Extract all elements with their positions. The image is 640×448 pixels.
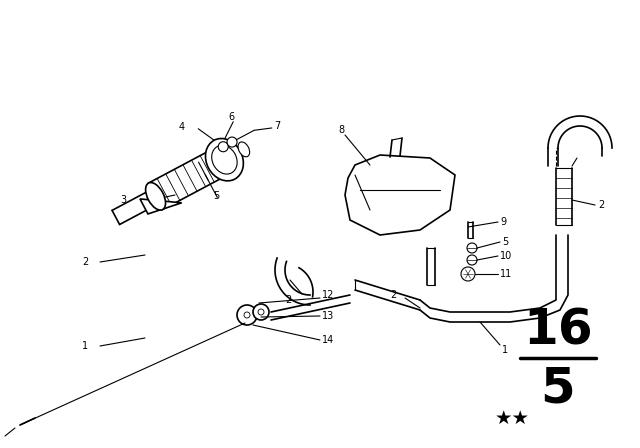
Text: ★★: ★★ bbox=[495, 409, 529, 427]
Ellipse shape bbox=[238, 142, 250, 157]
Text: 5: 5 bbox=[502, 237, 508, 247]
Text: 3: 3 bbox=[120, 195, 126, 205]
Text: 2: 2 bbox=[285, 295, 291, 305]
Circle shape bbox=[253, 304, 269, 320]
Text: 12: 12 bbox=[322, 290, 334, 300]
Text: 7: 7 bbox=[275, 121, 281, 131]
Text: 9: 9 bbox=[500, 217, 506, 227]
Ellipse shape bbox=[145, 182, 166, 210]
Text: 16: 16 bbox=[523, 306, 593, 354]
Text: 6: 6 bbox=[228, 112, 234, 122]
Text: 13: 13 bbox=[322, 311, 334, 321]
Polygon shape bbox=[345, 155, 455, 235]
Polygon shape bbox=[140, 199, 182, 214]
Circle shape bbox=[237, 305, 257, 325]
Text: 8: 8 bbox=[338, 125, 344, 135]
Circle shape bbox=[258, 309, 264, 315]
Polygon shape bbox=[148, 146, 232, 210]
Text: 2: 2 bbox=[598, 200, 604, 210]
Circle shape bbox=[467, 243, 477, 253]
Text: 4: 4 bbox=[178, 122, 184, 132]
Ellipse shape bbox=[205, 138, 243, 181]
Circle shape bbox=[461, 267, 475, 281]
Text: 5: 5 bbox=[213, 191, 220, 201]
Text: 5: 5 bbox=[541, 364, 575, 412]
Circle shape bbox=[467, 255, 477, 265]
Text: 14: 14 bbox=[322, 335, 334, 345]
Text: 11: 11 bbox=[500, 269, 512, 279]
Text: 2: 2 bbox=[82, 257, 88, 267]
Text: 1: 1 bbox=[502, 345, 508, 355]
Text: 2: 2 bbox=[390, 290, 396, 300]
Text: 10: 10 bbox=[500, 251, 512, 261]
Circle shape bbox=[218, 142, 228, 152]
Circle shape bbox=[227, 137, 237, 147]
Ellipse shape bbox=[212, 145, 237, 174]
Circle shape bbox=[244, 312, 250, 318]
Text: 1: 1 bbox=[82, 341, 88, 351]
